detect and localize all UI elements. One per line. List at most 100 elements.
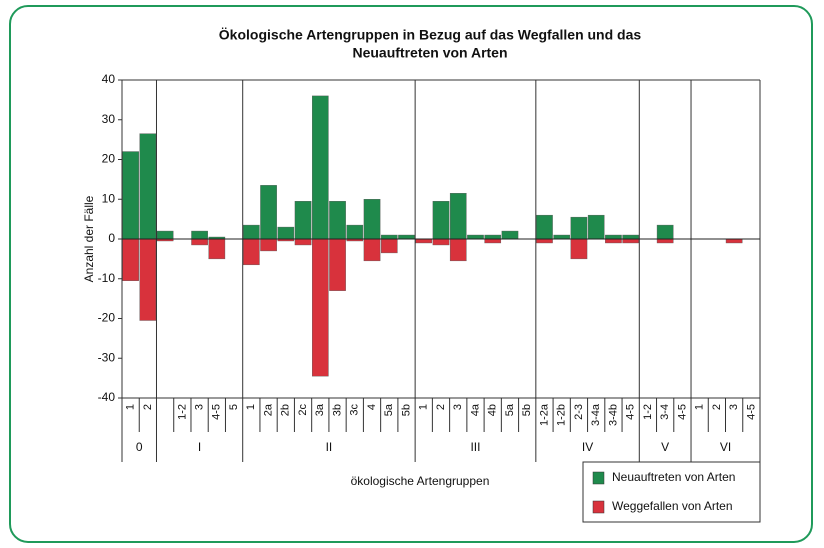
- bar: [191, 230, 208, 240]
- bar: [553, 234, 571, 240]
- bar: [432, 201, 450, 240]
- bar: [260, 238, 277, 252]
- bar: [311, 95, 329, 240]
- x-tick-label: 1: [125, 404, 137, 410]
- x-tick-label: 3-4a: [590, 403, 602, 426]
- legend: [582, 461, 761, 523]
- x-tick-label: 2-3: [573, 404, 585, 420]
- x-tick-label: 4a: [469, 403, 481, 416]
- x-tick-label: 5b: [521, 404, 533, 416]
- bar: [380, 234, 398, 240]
- x-tick-label: 3: [728, 404, 740, 410]
- bar: [243, 238, 260, 266]
- x-tick-label: 5: [228, 404, 240, 410]
- bar: [294, 201, 312, 240]
- y-tick-label: 20: [102, 152, 116, 166]
- y-tick-label: 0: [108, 231, 115, 245]
- bar: [139, 238, 157, 321]
- bar: [432, 238, 450, 246]
- y-tick-label: 10: [102, 191, 116, 205]
- x-tick-label: 1: [694, 404, 706, 410]
- bar: [449, 238, 467, 262]
- bar: [243, 224, 260, 240]
- bar: [311, 238, 329, 377]
- bar: [536, 214, 553, 240]
- y-tick-label: 30: [102, 112, 116, 126]
- x-tick-label: 3b: [331, 404, 343, 416]
- x-tick-label: 2c: [297, 404, 309, 416]
- bar: [398, 234, 415, 240]
- bar: [656, 238, 674, 244]
- y-tick-label: 40: [102, 72, 116, 86]
- chart-subtitle: Neuauftreten von Arten: [352, 45, 507, 61]
- x-tick-label: 5a: [383, 403, 395, 416]
- bar: [329, 238, 346, 291]
- bar: [191, 238, 208, 246]
- y-tick-label: -10: [98, 271, 116, 285]
- legend-label: Neuauftreten von Arten: [612, 470, 735, 484]
- frame: [9, 5, 813, 543]
- group-label: VI: [720, 440, 731, 454]
- group-label: V: [661, 440, 669, 454]
- bar: [329, 201, 346, 240]
- x-tick-label: 3c: [349, 404, 361, 416]
- bar: [122, 151, 139, 240]
- bar: [260, 185, 277, 240]
- x-tick-label: 1-2b: [556, 404, 568, 426]
- legend-swatch: [592, 471, 605, 485]
- x-tick-label: 2b: [280, 404, 292, 416]
- bar: [484, 238, 502, 244]
- x-tick-label: 3-4b: [607, 404, 619, 426]
- bar: [605, 234, 622, 240]
- bar: [467, 234, 484, 240]
- bar: [415, 238, 433, 244]
- x-tick-label: 1-2a: [538, 403, 550, 426]
- x-tick-label: 4: [366, 404, 378, 410]
- x-tick-label: 5b: [400, 404, 412, 416]
- bar: [380, 238, 398, 254]
- x-tick-label: 2: [435, 404, 447, 410]
- bar: [449, 193, 467, 240]
- x-tick-label: 5a: [504, 403, 516, 416]
- bar: [122, 238, 139, 281]
- bar: [725, 238, 743, 244]
- group-label: 0: [136, 440, 143, 454]
- y-tick-label: -20: [98, 311, 116, 325]
- x-tick-label: 1-2: [176, 404, 188, 420]
- x-tick-label: 2: [711, 404, 723, 410]
- group-label: II: [326, 440, 333, 454]
- bar: [363, 199, 381, 240]
- bar: [656, 224, 674, 240]
- x-tick-label: 4b: [487, 404, 499, 416]
- x-tick-label: 4-5: [745, 404, 757, 420]
- group-label: IV: [582, 440, 593, 454]
- group-label: I: [198, 440, 201, 454]
- x-axis-label: ökologische Artengruppen: [351, 474, 490, 488]
- x-tick-label: 2: [142, 404, 154, 410]
- bar: [501, 230, 519, 240]
- x-tick-label: 2a: [262, 403, 274, 416]
- bar: [605, 238, 622, 244]
- x-tick-label: 3a: [314, 403, 326, 416]
- y-tick-label: -30: [98, 350, 116, 364]
- chart-title: Ökologische Artengruppen in Bezug auf da…: [219, 27, 642, 43]
- x-tick-label: 1-2: [642, 404, 654, 420]
- legend-label: Weggefallen von Arten: [612, 499, 733, 513]
- bar: [587, 214, 605, 240]
- bar: [622, 238, 639, 244]
- bar: [156, 230, 174, 240]
- x-tick-label: 3-4: [659, 404, 671, 420]
- bar: [294, 238, 312, 246]
- x-tick-label: 1: [418, 404, 430, 410]
- bar: [139, 133, 157, 240]
- x-tick-label: 4-5: [211, 404, 223, 420]
- bar: [622, 234, 639, 240]
- x-tick-label: 4-5: [625, 404, 637, 420]
- bar: [346, 224, 364, 240]
- x-tick-label: 4-5: [676, 404, 688, 420]
- legend-swatch: [592, 500, 605, 514]
- x-tick-label: 3: [452, 404, 464, 410]
- group-label: III: [470, 440, 480, 454]
- bar: [570, 238, 588, 260]
